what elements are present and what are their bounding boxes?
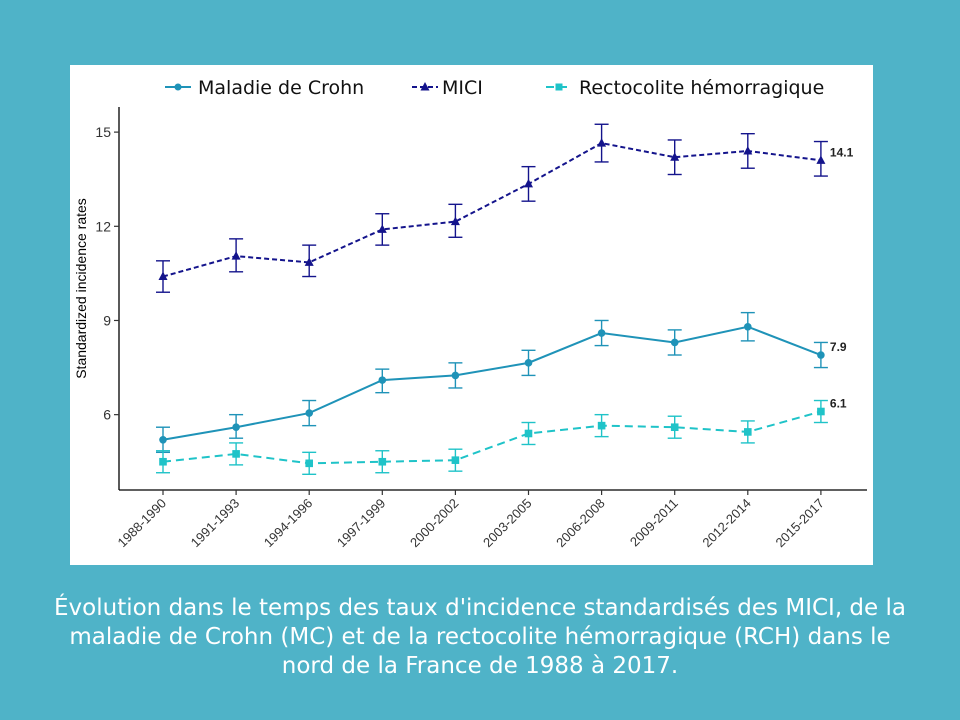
data-point (524, 178, 533, 188)
y-tick-label: 9 (103, 312, 111, 328)
x-tick-label: 2006-2008 (553, 496, 608, 551)
legend-swatch-marker (555, 83, 563, 91)
x-tick-label: 2009-2011 (627, 496, 681, 550)
data-point (451, 371, 460, 380)
y-tick-label: 12 (95, 218, 111, 234)
data-point (232, 450, 240, 458)
data-point (597, 329, 606, 337)
data-point (524, 429, 533, 438)
y-tick-label: 15 (95, 124, 111, 140)
legend-label: MICI (442, 77, 483, 99)
y-tick-label: 6 (103, 407, 111, 423)
legend-label: Rectocolite hémorragique (579, 77, 824, 99)
x-tick-label: 2012-2014 (699, 496, 754, 551)
x-tick-label: 1988-1990 (115, 496, 170, 551)
data-point (744, 322, 752, 331)
data-point (817, 407, 825, 416)
data-point (816, 155, 826, 164)
legend-swatch-marker (420, 82, 430, 91)
data-point (231, 251, 241, 260)
figure-caption: Évolution dans le temps des taux d'incid… (54, 595, 906, 679)
data-point (524, 359, 533, 367)
data-point (159, 457, 167, 466)
x-tick-label: 1994-1996 (261, 496, 316, 551)
data-point (670, 152, 680, 161)
data-point (304, 257, 314, 266)
series-line (162, 142, 822, 278)
data-point (597, 138, 607, 147)
series-line (162, 325, 822, 441)
data-point (378, 376, 387, 384)
legend-label: Maladie de Crohn (198, 77, 364, 99)
chart-svg: 6 9 12 15 Standardized incidence rates 1988-1… (73, 77, 867, 551)
end-value-label: 6.1 (830, 397, 847, 411)
x-tick-label: 2003-2005 (480, 496, 535, 551)
data-point (597, 421, 606, 430)
x-tick-label: 2015-2017 (772, 496, 827, 551)
data-point (817, 351, 825, 359)
data-point (450, 216, 460, 226)
data-point (377, 224, 387, 233)
data-point (305, 459, 313, 468)
data-point (743, 145, 753, 155)
legend-swatch-marker (174, 83, 182, 91)
data-point (744, 428, 752, 436)
x-tick-label: 1997-1999 (334, 496, 389, 551)
x-tick-label: 1991-1993 (188, 496, 243, 551)
data-point (305, 409, 313, 417)
end-value-label: 7.9 (830, 340, 847, 354)
data-point (232, 423, 240, 432)
data-point (670, 338, 679, 347)
chart-panel: 6 9 12 15 Standardized incidence rates 1988-1… (70, 65, 873, 565)
series-line (162, 410, 822, 465)
data-point (159, 435, 167, 444)
end-value-label: 14.1 (830, 145, 854, 159)
data-point (158, 271, 168, 281)
data-point (378, 457, 387, 466)
data-point (670, 423, 679, 432)
y-axis-title: Standardized incidence rates (73, 198, 89, 379)
data-point (451, 456, 460, 464)
x-tick-label: 2000-2002 (407, 496, 462, 551)
